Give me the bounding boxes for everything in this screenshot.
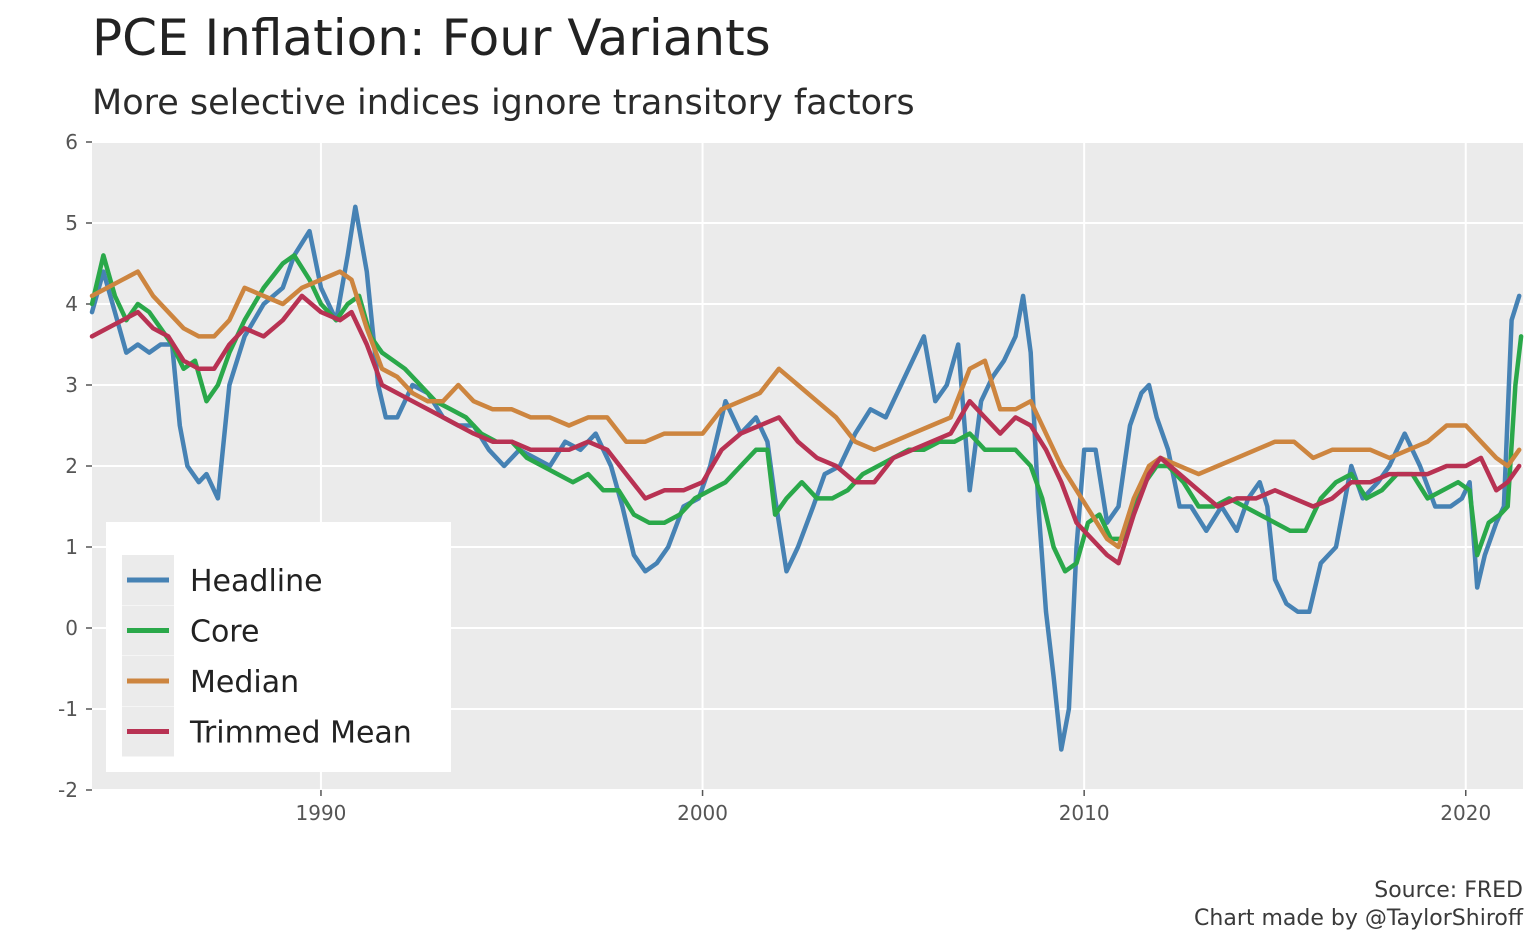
x-tick-label: 2000	[677, 801, 728, 825]
chart-subtitle: More selective indices ignore transitory…	[92, 83, 915, 123]
x-tick-label: 2010	[1059, 801, 1110, 825]
legend-label: Core	[190, 615, 259, 650]
y-tick-label: 4	[65, 292, 78, 316]
y-tick-label: 3	[65, 373, 78, 397]
x-axis: 1990 2000 2010 2020	[296, 790, 1491, 825]
legend-label: Median	[190, 665, 299, 700]
series-line-trimmed-mean	[89, 293, 1522, 566]
series-lines	[89, 204, 1524, 752]
series-line-core	[89, 253, 1524, 574]
y-tick-label: 1	[65, 535, 78, 559]
x-tick-label: 2020	[1440, 801, 1491, 825]
y-tick-label: -2	[58, 778, 78, 802]
series-line-median	[89, 269, 1522, 550]
y-axis: -2 -1 0 1 2 3 4 5 6	[58, 130, 92, 802]
y-tick-label: 0	[65, 616, 78, 640]
chart-title: PCE Inflation: Four Variants	[92, 9, 771, 67]
y-tick-label: -1	[58, 697, 78, 721]
y-tick-label: 5	[65, 211, 78, 235]
y-tick-label: 6	[65, 130, 78, 154]
credit-caption: Chart made by @TaylorShiroff	[1194, 906, 1523, 931]
x-tick-label: 1990	[296, 801, 347, 825]
y-tick-label: 2	[65, 454, 78, 478]
legend: Headline Core Median Trimmed Mean	[106, 522, 451, 772]
legend-label: Headline	[190, 564, 323, 599]
source-caption: Source: FRED	[1374, 878, 1523, 903]
legend-label: Trimmed Mean	[189, 716, 412, 751]
